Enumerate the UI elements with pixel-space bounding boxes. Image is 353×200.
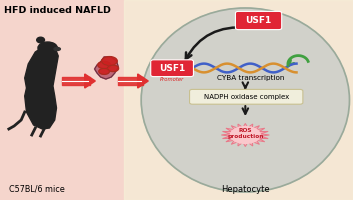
Circle shape <box>98 61 110 69</box>
FancyBboxPatch shape <box>235 11 282 30</box>
Text: C57BL/6 mice: C57BL/6 mice <box>9 184 65 194</box>
Polygon shape <box>25 45 58 129</box>
Text: Promoter: Promoter <box>160 77 184 82</box>
Ellipse shape <box>37 37 44 43</box>
Text: USF1: USF1 <box>159 64 185 73</box>
Circle shape <box>99 68 109 74</box>
Polygon shape <box>85 74 95 88</box>
Ellipse shape <box>141 8 349 192</box>
Circle shape <box>107 65 119 72</box>
Ellipse shape <box>54 47 60 50</box>
Circle shape <box>231 127 260 143</box>
Text: NADPH oxidase complex: NADPH oxidase complex <box>204 94 289 100</box>
Text: CYBA transcription: CYBA transcription <box>217 75 284 81</box>
Text: ROS
production: ROS production <box>227 128 264 139</box>
Text: Hepatocyte: Hepatocyte <box>221 184 270 194</box>
Ellipse shape <box>38 42 57 54</box>
FancyBboxPatch shape <box>190 89 303 104</box>
Text: HFD induced NAFLD: HFD induced NAFLD <box>4 6 110 15</box>
Polygon shape <box>95 57 118 79</box>
Polygon shape <box>221 123 269 147</box>
Polygon shape <box>138 74 148 88</box>
Circle shape <box>102 57 117 65</box>
Polygon shape <box>95 57 118 79</box>
Text: USF1: USF1 <box>245 16 272 25</box>
Bar <box>124 0 353 200</box>
FancyBboxPatch shape <box>151 60 193 77</box>
